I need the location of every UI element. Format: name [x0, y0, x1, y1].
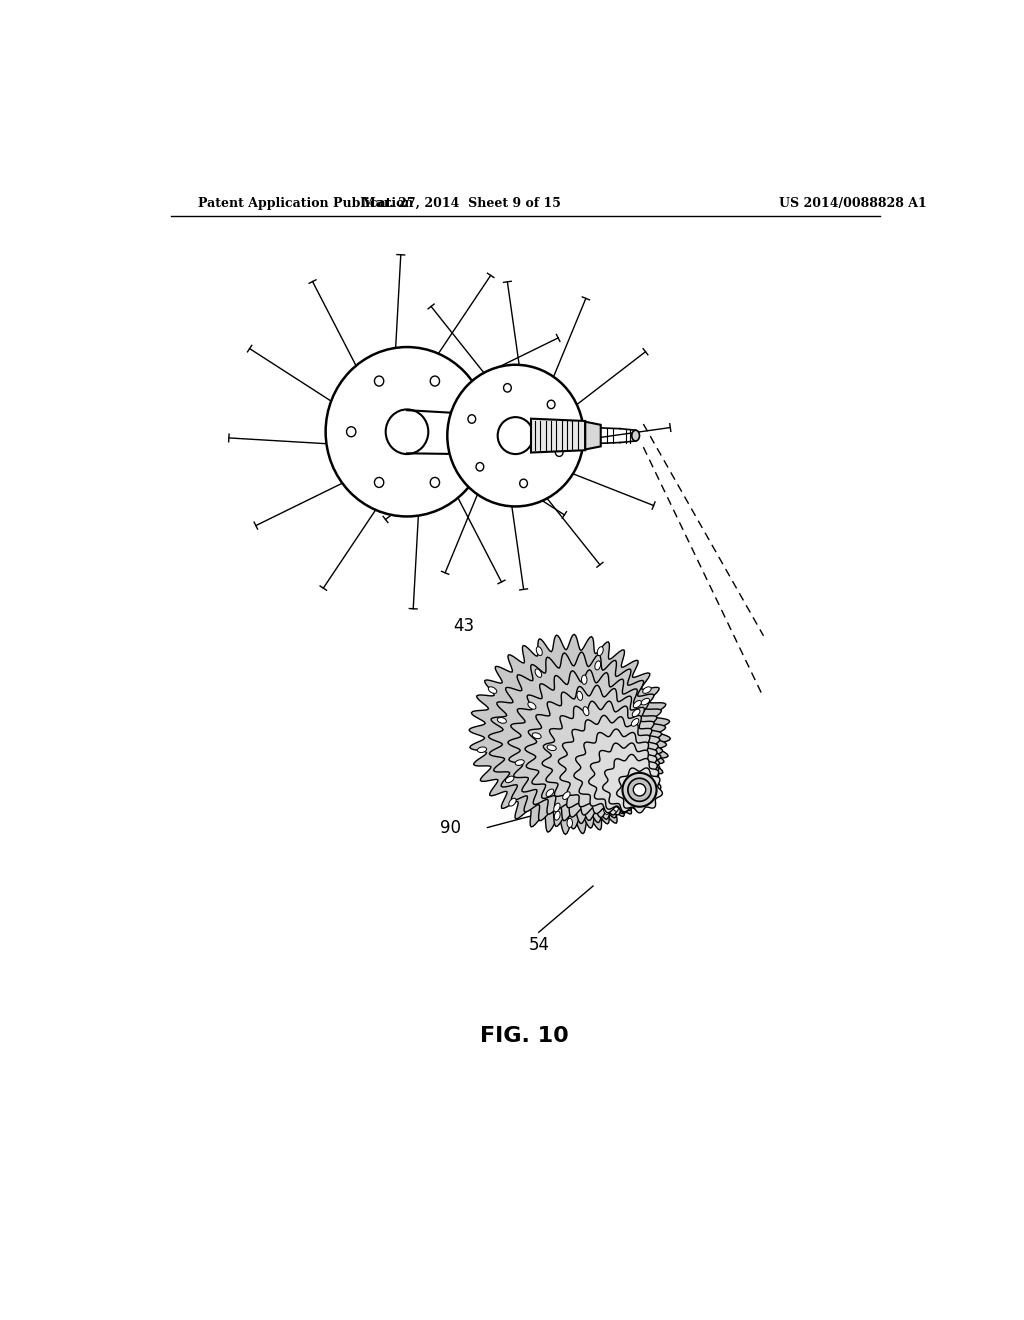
- Ellipse shape: [488, 686, 497, 693]
- Ellipse shape: [634, 701, 641, 708]
- Polygon shape: [558, 715, 658, 814]
- Ellipse shape: [532, 733, 542, 739]
- Ellipse shape: [520, 479, 527, 487]
- Ellipse shape: [346, 426, 356, 437]
- Polygon shape: [616, 768, 663, 813]
- Ellipse shape: [645, 767, 654, 772]
- Ellipse shape: [468, 414, 476, 424]
- Ellipse shape: [554, 803, 560, 812]
- Ellipse shape: [597, 647, 603, 656]
- Ellipse shape: [537, 647, 543, 656]
- Circle shape: [623, 774, 656, 807]
- Text: US 2014/0088828 A1: US 2014/0088828 A1: [779, 197, 927, 210]
- Ellipse shape: [632, 718, 639, 726]
- Ellipse shape: [326, 347, 488, 516]
- Polygon shape: [602, 755, 660, 812]
- Ellipse shape: [624, 799, 631, 807]
- Polygon shape: [573, 729, 658, 813]
- Polygon shape: [525, 685, 662, 821]
- Ellipse shape: [577, 692, 583, 701]
- Ellipse shape: [613, 804, 620, 812]
- Ellipse shape: [595, 661, 601, 671]
- Ellipse shape: [632, 430, 640, 441]
- Ellipse shape: [653, 747, 663, 752]
- Ellipse shape: [375, 376, 384, 385]
- Ellipse shape: [498, 718, 507, 723]
- Ellipse shape: [547, 400, 555, 409]
- Ellipse shape: [562, 792, 570, 800]
- Polygon shape: [589, 743, 659, 813]
- Polygon shape: [469, 635, 671, 834]
- Polygon shape: [508, 669, 663, 824]
- Ellipse shape: [386, 409, 428, 454]
- Ellipse shape: [515, 760, 524, 766]
- Text: Patent Application Publication: Patent Application Publication: [198, 197, 414, 210]
- Text: FIG. 10: FIG. 10: [480, 1026, 569, 1047]
- Polygon shape: [542, 701, 659, 817]
- Polygon shape: [407, 411, 515, 455]
- Ellipse shape: [506, 776, 514, 783]
- Ellipse shape: [582, 675, 587, 684]
- Ellipse shape: [476, 462, 483, 471]
- Ellipse shape: [612, 803, 618, 810]
- Ellipse shape: [458, 426, 467, 437]
- Ellipse shape: [430, 478, 439, 487]
- Ellipse shape: [477, 747, 486, 752]
- Ellipse shape: [375, 478, 384, 487]
- Ellipse shape: [641, 698, 649, 705]
- Text: 43: 43: [454, 616, 475, 635]
- Ellipse shape: [632, 709, 640, 717]
- Ellipse shape: [447, 364, 584, 507]
- Circle shape: [628, 779, 651, 801]
- Polygon shape: [531, 418, 586, 453]
- Ellipse shape: [430, 376, 439, 385]
- Ellipse shape: [648, 758, 657, 763]
- Polygon shape: [586, 422, 601, 449]
- Ellipse shape: [643, 686, 651, 693]
- Ellipse shape: [504, 384, 511, 392]
- Ellipse shape: [583, 706, 589, 715]
- Ellipse shape: [546, 789, 554, 796]
- Text: 90: 90: [440, 820, 461, 837]
- Ellipse shape: [554, 810, 560, 820]
- Ellipse shape: [646, 758, 655, 763]
- Ellipse shape: [528, 702, 536, 709]
- Ellipse shape: [612, 803, 618, 812]
- Ellipse shape: [645, 767, 654, 774]
- Ellipse shape: [555, 447, 563, 457]
- Ellipse shape: [536, 669, 542, 677]
- Ellipse shape: [603, 805, 609, 814]
- Ellipse shape: [498, 417, 534, 454]
- Ellipse shape: [509, 799, 516, 807]
- Text: 54: 54: [528, 936, 549, 954]
- Circle shape: [633, 784, 646, 796]
- Polygon shape: [488, 652, 667, 829]
- Ellipse shape: [547, 744, 556, 751]
- Ellipse shape: [567, 818, 572, 828]
- Text: Mar. 27, 2014  Sheet 9 of 15: Mar. 27, 2014 Sheet 9 of 15: [361, 197, 561, 210]
